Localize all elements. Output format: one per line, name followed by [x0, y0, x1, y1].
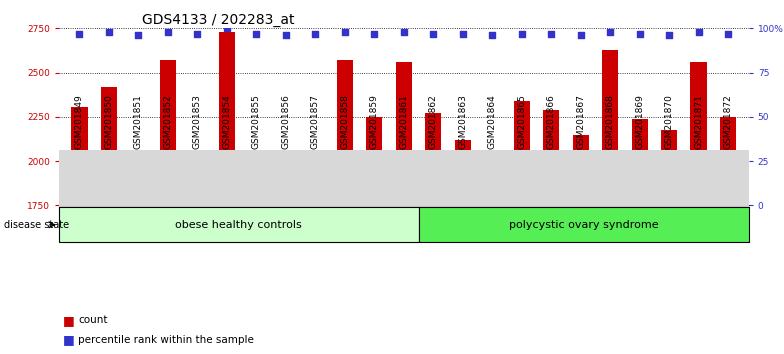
Point [633, 31, 646, 36]
Point [73, 31, 85, 36]
Bar [336, 60, 353, 205]
Bar [425, 113, 441, 205]
Bar [130, 187, 147, 205]
Bar [249, 182, 264, 205]
Point [722, 31, 735, 36]
Bar [101, 87, 117, 205]
Bar [484, 187, 500, 205]
Bar [366, 117, 383, 205]
Text: ■: ■ [63, 314, 74, 327]
Bar [572, 136, 589, 205]
Point [132, 33, 145, 38]
Bar [543, 110, 559, 205]
Bar [307, 172, 324, 205]
Bar [419, 207, 749, 242]
Bar [160, 60, 176, 205]
Point [280, 33, 292, 38]
Bar [189, 172, 205, 205]
Point [604, 29, 616, 35]
Point [368, 31, 380, 36]
Point [486, 33, 499, 38]
Text: disease state: disease state [4, 220, 69, 230]
Point [250, 31, 263, 36]
Bar [455, 140, 471, 205]
Point [397, 29, 410, 35]
Bar [396, 62, 412, 205]
Text: count: count [78, 315, 108, 325]
Point [191, 31, 204, 36]
Bar [278, 201, 294, 205]
Point [339, 29, 351, 35]
Text: ■: ■ [63, 333, 74, 346]
Point [427, 31, 440, 36]
Point [575, 33, 587, 38]
Text: percentile rank within the sample: percentile rank within the sample [78, 335, 254, 345]
Bar [219, 32, 235, 205]
Bar [691, 62, 706, 205]
Text: obese healthy controls: obese healthy controls [176, 220, 302, 230]
Text: GDS4133 / 202283_at: GDS4133 / 202283_at [142, 13, 294, 27]
Point [545, 31, 557, 36]
Point [309, 31, 321, 36]
Text: polycystic ovary syndrome: polycystic ovary syndrome [509, 220, 659, 230]
Point [162, 29, 174, 35]
Point [456, 31, 469, 36]
Bar [632, 119, 648, 205]
Bar [71, 107, 88, 205]
Point [662, 33, 675, 38]
Bar [59, 207, 419, 242]
Bar [720, 117, 736, 205]
Point [515, 31, 528, 36]
Bar [514, 101, 530, 205]
Bar [661, 130, 677, 205]
Point [103, 29, 115, 35]
Point [692, 29, 705, 35]
Point [220, 25, 233, 31]
Bar [602, 50, 619, 205]
